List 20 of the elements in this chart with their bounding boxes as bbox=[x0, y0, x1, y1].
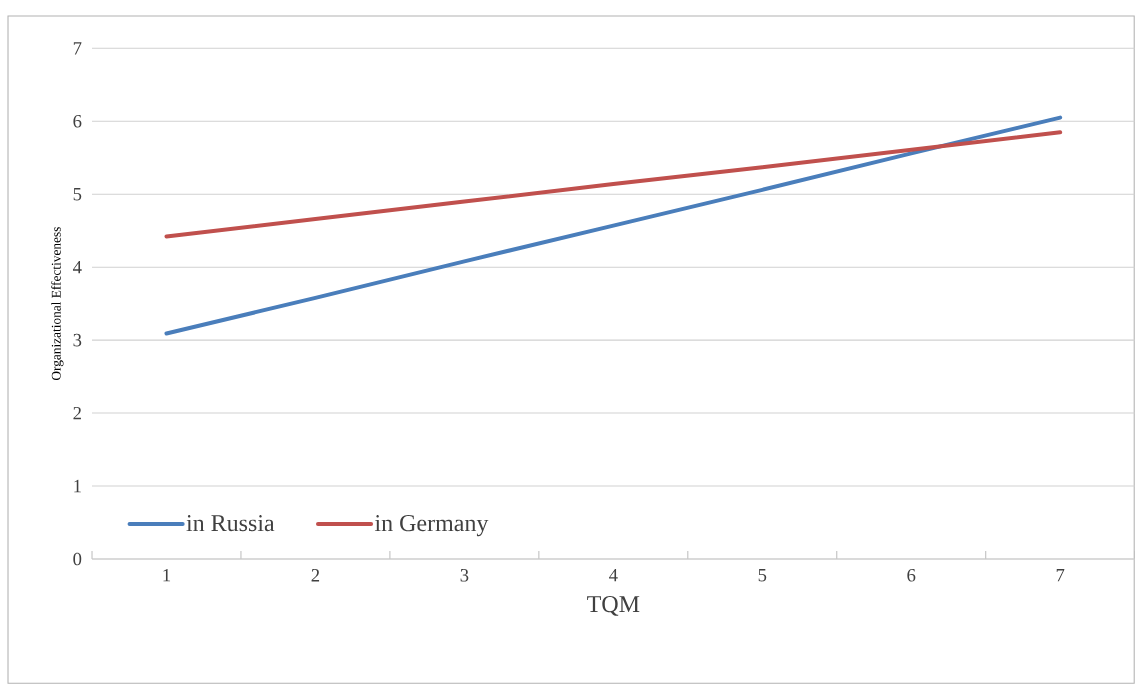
x-tick-label: 5 bbox=[758, 569, 767, 582]
y-tick-label: 4 bbox=[72, 261, 82, 274]
x-axis-title: TQM bbox=[587, 596, 640, 616]
y-tick-label: 1 bbox=[74, 479, 81, 493]
x-tick-label: 1 bbox=[163, 569, 171, 582]
x-tick-label: 4 bbox=[609, 569, 618, 582]
y-tick-label: 3 bbox=[73, 333, 82, 347]
y-tick-label: 6 bbox=[73, 115, 82, 128]
legend-label: in Russia bbox=[186, 515, 275, 532]
x-tick-label: 7 bbox=[1056, 569, 1065, 582]
y-axis-title: Organizational Effectiveness bbox=[51, 227, 64, 381]
x-tick-label: 2 bbox=[311, 569, 320, 582]
y-tick-label: 2 bbox=[73, 406, 81, 420]
y-tick-label: 5 bbox=[73, 188, 82, 201]
line-series bbox=[164, 115, 1063, 336]
y-tick-label: 7 bbox=[73, 42, 82, 55]
legend-label: in Germany bbox=[374, 515, 489, 537]
x-tick-label: 3 bbox=[460, 569, 469, 582]
y-tick-label: 0 bbox=[73, 552, 82, 566]
x-tick-label: 6 bbox=[907, 569, 916, 582]
